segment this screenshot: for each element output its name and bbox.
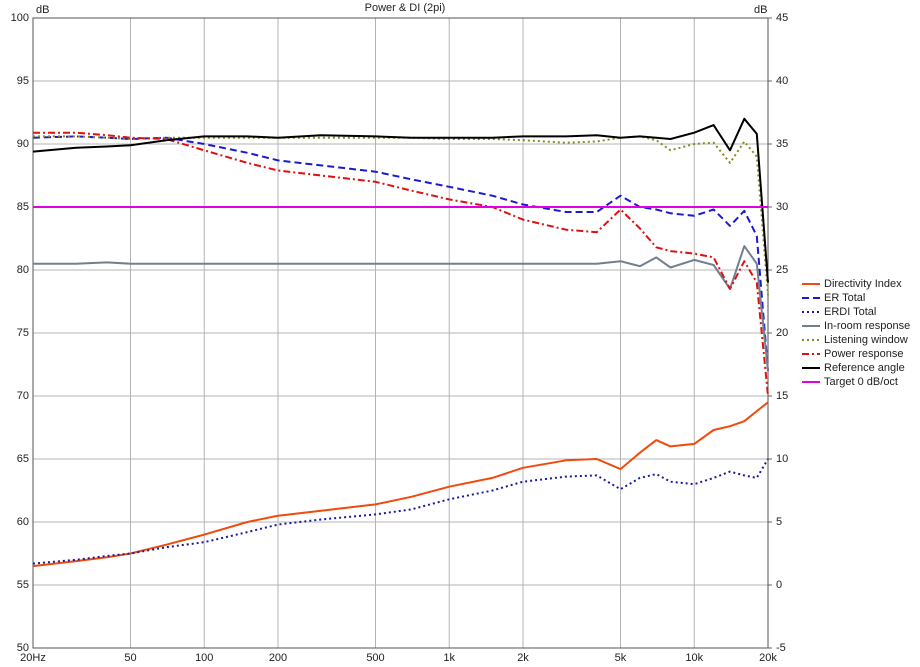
y2-tick-label: -5 bbox=[776, 642, 786, 654]
x-tick-label: 50 bbox=[124, 652, 136, 664]
x-tick-label: 2k bbox=[517, 652, 529, 664]
series-line bbox=[32, 135, 769, 371]
chart-title: Power & DI (2pi) bbox=[365, 2, 446, 14]
series-line bbox=[33, 245, 769, 371]
series-line bbox=[32, 401, 769, 568]
x-tick-label: 100 bbox=[195, 652, 213, 664]
x-tick-label: 1k bbox=[443, 652, 455, 664]
y2-tick-label: 5 bbox=[776, 516, 782, 528]
legend-label: Directivity Index bbox=[824, 278, 902, 290]
legend-label: Reference angle bbox=[824, 362, 905, 374]
y-tick-label: 80 bbox=[17, 264, 29, 276]
y2-tick-label: 30 bbox=[776, 201, 788, 213]
legend-label: Listening window bbox=[824, 334, 908, 346]
y2-axis-label: dB bbox=[754, 4, 767, 16]
y-tick-label: 70 bbox=[17, 390, 29, 402]
legend-label: ER Total bbox=[824, 292, 865, 304]
y-tick-label: 95 bbox=[17, 75, 29, 87]
y-tick-label: 85 bbox=[17, 201, 29, 213]
y2-tick-label: 20 bbox=[776, 327, 788, 339]
y-tick-label: 55 bbox=[17, 579, 29, 591]
legend-label: ERDI Total bbox=[824, 306, 876, 318]
x-tick-label: 200 bbox=[269, 652, 287, 664]
legend-label: Target 0 dB/oct bbox=[824, 376, 898, 388]
y-tick-label: 65 bbox=[17, 453, 29, 465]
y-tick-label: 50 bbox=[17, 642, 29, 654]
plot-frame bbox=[32, 17, 769, 649]
series-line bbox=[33, 131, 769, 397]
y2-tick-label: 35 bbox=[776, 138, 788, 150]
y2-tick-label: 15 bbox=[776, 390, 788, 402]
series-line bbox=[32, 458, 769, 565]
x-tick-label: 500 bbox=[366, 652, 384, 664]
x-tick-label: 10k bbox=[685, 652, 703, 664]
y-tick-label: 100 bbox=[11, 12, 29, 24]
y2-tick-label: 25 bbox=[776, 264, 788, 276]
y2-tick-label: 0 bbox=[776, 579, 782, 591]
y2-tick-label: 45 bbox=[776, 12, 788, 24]
y-tick-label: 90 bbox=[17, 138, 29, 150]
series-line bbox=[32, 117, 769, 283]
legend-label: Power response bbox=[824, 348, 904, 360]
x-tick-label: 20Hz bbox=[20, 652, 46, 664]
x-tick-label: 5k bbox=[615, 652, 627, 664]
y-tick-label: 75 bbox=[17, 327, 29, 339]
y-tick-label: 60 bbox=[17, 516, 29, 528]
legend-label: In-room response bbox=[824, 320, 910, 332]
y2-tick-label: 40 bbox=[776, 75, 788, 87]
y-axis-label: dB bbox=[36, 4, 49, 16]
y2-tick-label: 10 bbox=[776, 453, 788, 465]
x-tick-label: 20k bbox=[759, 652, 777, 664]
